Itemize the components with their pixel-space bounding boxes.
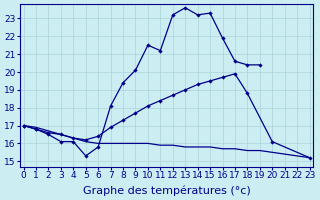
X-axis label: Graphe des températures (°c): Graphe des températures (°c) <box>83 185 251 196</box>
